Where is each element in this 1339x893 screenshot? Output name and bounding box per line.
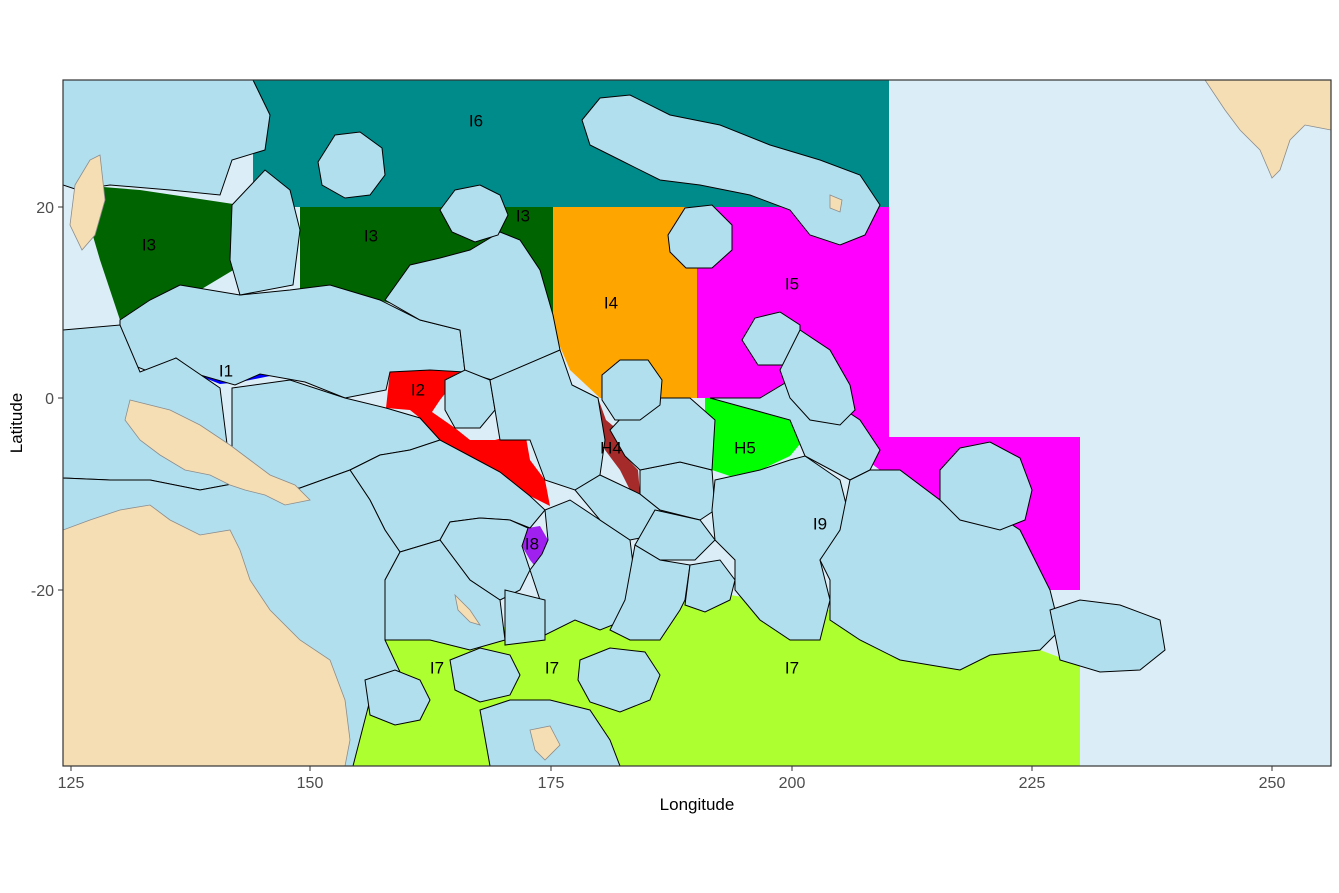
eez-johnston xyxy=(667,204,733,269)
label-I3-center: I3 xyxy=(364,226,378,245)
land-new-guinea xyxy=(124,399,311,506)
land-new-caledonia xyxy=(454,593,481,626)
land-hawaii-islands xyxy=(829,194,843,213)
x-tick-label: 125 xyxy=(58,775,85,792)
eez-lord-howe xyxy=(449,647,521,703)
eez-tonga xyxy=(609,544,691,641)
y-axis-title: Latitude xyxy=(7,393,26,454)
label-H5: H5 xyxy=(734,438,756,457)
label-I4: I4 xyxy=(604,293,618,312)
land-new-zealand-north xyxy=(529,725,561,761)
x-tick-label: 175 xyxy=(538,775,565,792)
region-I4 xyxy=(553,207,697,398)
label-I2: I2 xyxy=(411,380,425,399)
land-philippines xyxy=(69,154,106,251)
eez-guam-marianas xyxy=(229,169,301,296)
eez-marshall-islands xyxy=(384,231,561,381)
region-I2 xyxy=(386,370,550,506)
x-axis-title: Longitude xyxy=(660,795,735,814)
eez-norfolk xyxy=(364,669,431,726)
label-H4: H4 xyxy=(600,438,622,457)
y-axis: 20 0 -20 xyxy=(31,200,63,600)
y-tick-label: 0 xyxy=(45,391,54,408)
x-axis: 125 150 175 200 225 250 xyxy=(58,766,1286,792)
region-I3-west xyxy=(78,185,250,320)
eez-philippines xyxy=(63,80,271,196)
label-I9: I9 xyxy=(813,514,827,533)
eez-howland xyxy=(779,329,856,426)
label-I1: I1 xyxy=(219,361,233,380)
eez-marquesas xyxy=(939,441,1033,531)
label-I3-west: I3 xyxy=(142,235,156,254)
label-I6: I6 xyxy=(469,111,483,130)
x-tick-label: 200 xyxy=(779,775,806,792)
land-australia xyxy=(63,504,351,766)
x-tick-label: 225 xyxy=(1019,775,1046,792)
eez-pitcairn xyxy=(1049,599,1166,673)
eez-kermadec xyxy=(504,589,546,646)
eez-jarvis xyxy=(601,359,663,421)
eez-ni-south xyxy=(577,647,661,713)
x-tick-label: 150 xyxy=(297,775,324,792)
label-I7-east: I7 xyxy=(785,658,799,677)
land-north-america xyxy=(1204,80,1331,179)
y-tick-label: -20 xyxy=(31,583,54,600)
y-tick-label: 20 xyxy=(36,200,54,217)
eez-marcus xyxy=(439,184,509,243)
region-I8 xyxy=(522,526,548,570)
label-I5: I5 xyxy=(785,274,799,293)
eez-niue xyxy=(684,559,736,613)
label-I3-east: I3 xyxy=(516,206,530,225)
eez-hawaii xyxy=(581,94,881,246)
label-I7-center: I7 xyxy=(545,658,559,677)
x-tick-label: 250 xyxy=(1259,775,1286,792)
eez-nauru xyxy=(444,369,496,429)
label-I7-west: I7 xyxy=(430,658,444,677)
label-I8: I8 xyxy=(525,534,539,553)
region-labels: I6 I3 I3 I3 I4 I5 I1 I2 H4 H5 I9 I8 I7 I… xyxy=(142,111,827,677)
eez-wake xyxy=(317,131,386,199)
panel-border xyxy=(62,79,1332,767)
